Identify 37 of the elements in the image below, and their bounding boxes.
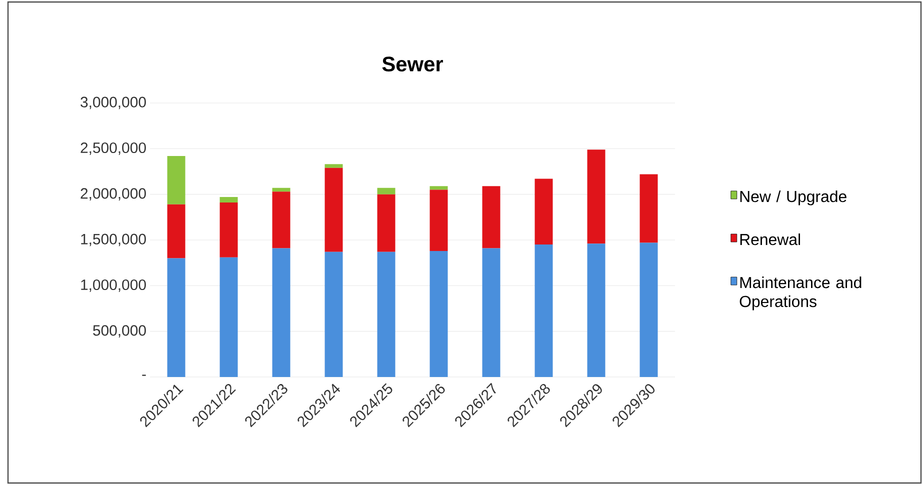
bar	[377, 188, 396, 194]
bar	[482, 248, 500, 377]
bar	[272, 188, 290, 192]
legend-label: Renewal	[740, 233, 800, 246]
bar	[534, 178, 553, 245]
y-tick-label: 2,500,000	[80, 142, 146, 155]
bar	[377, 252, 396, 377]
chart-title: Sewer	[382, 56, 444, 72]
y-tick-label: 3,000,000	[80, 96, 146, 110]
bar	[324, 252, 343, 377]
y-tick-label: 1,000,000	[81, 279, 146, 292]
bar	[534, 244, 553, 377]
bar	[220, 197, 238, 203]
bar	[430, 190, 448, 251]
legend-label: New / Upgrade	[740, 190, 846, 206]
bar	[324, 164, 343, 168]
legend-label: Maintenance and Operations	[740, 276, 862, 310]
y-tick-label: 1,500,000	[81, 234, 146, 246]
bar	[167, 204, 186, 258]
y-tick-label: -	[142, 374, 146, 376]
bar	[324, 168, 343, 252]
bar	[430, 186, 448, 190]
bar	[272, 192, 290, 248]
bar	[167, 258, 186, 377]
bar	[167, 156, 186, 204]
bar	[220, 202, 238, 258]
bar	[272, 248, 290, 377]
bar	[587, 150, 606, 244]
bar	[377, 194, 396, 252]
bar	[430, 250, 448, 377]
bar	[640, 174, 658, 243]
y-tick-label: 2,000,000	[80, 188, 146, 200]
bar	[587, 244, 606, 377]
y-tick-label: 500,000	[93, 325, 146, 338]
bar	[220, 257, 238, 377]
bar	[482, 186, 500, 248]
bar	[640, 242, 658, 377]
